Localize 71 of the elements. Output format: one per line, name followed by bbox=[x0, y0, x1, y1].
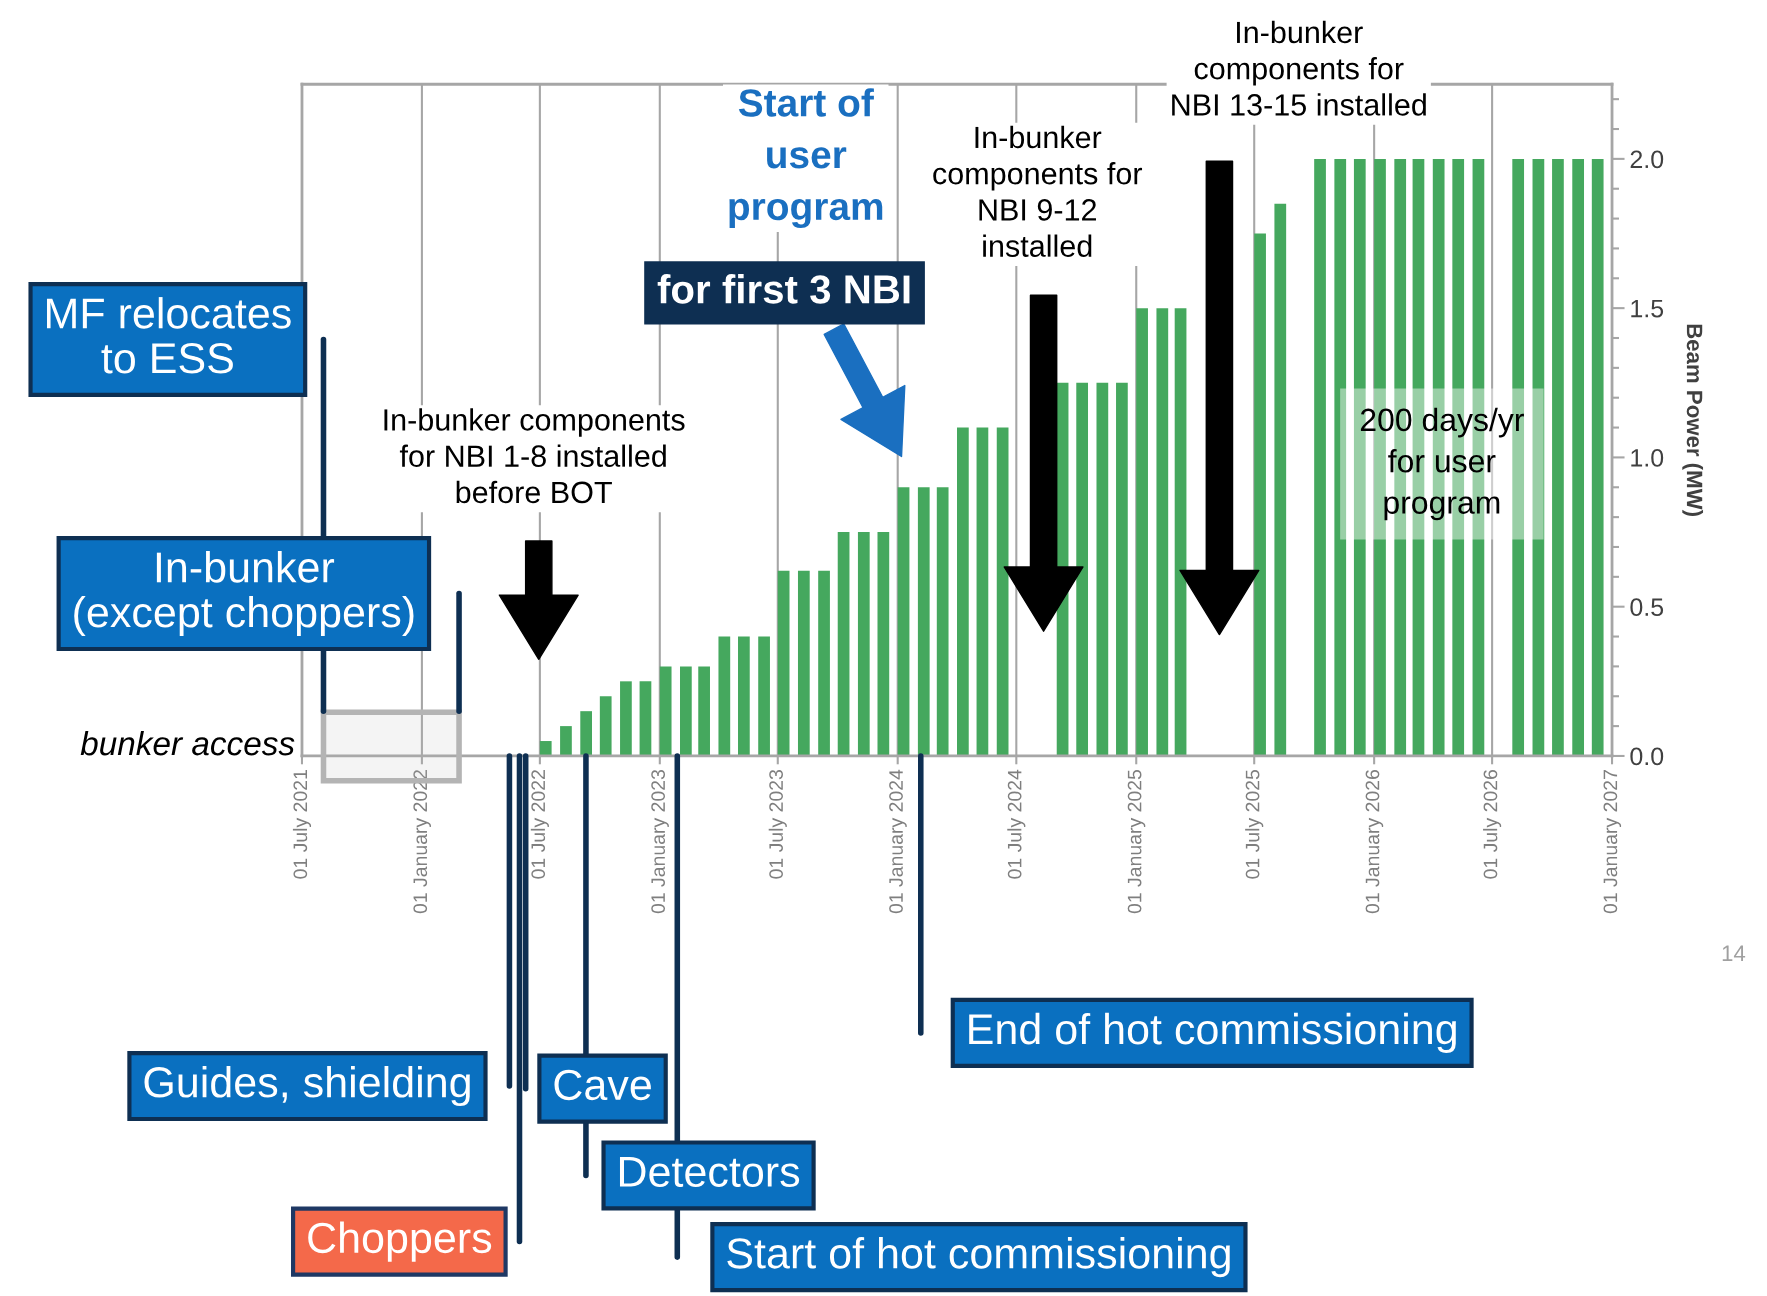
y-tick-label: 0.0 bbox=[1630, 747, 1664, 766]
bar bbox=[560, 726, 572, 756]
bar bbox=[1174, 308, 1187, 756]
bar bbox=[837, 532, 850, 756]
bar bbox=[1116, 382, 1128, 756]
text: bunker access bbox=[80, 730, 295, 756]
bar bbox=[1156, 308, 1169, 756]
annotation: In-bunker components for NBI 9-12 installed bbox=[933, 125, 1143, 257]
x-tick-label: 01 January 2026 bbox=[1365, 769, 1384, 914]
bar bbox=[936, 487, 949, 756]
text: Choppers bbox=[308, 1221, 492, 1262]
x-tick-label: 01 January 2025 bbox=[1127, 769, 1146, 914]
bar bbox=[680, 666, 692, 756]
bar bbox=[857, 532, 870, 756]
bar bbox=[539, 741, 552, 756]
bar bbox=[1274, 203, 1287, 756]
bar bbox=[818, 570, 830, 756]
x-tick-label: 01 January 2024 bbox=[889, 769, 907, 914]
bar bbox=[996, 427, 1009, 756]
bar bbox=[1254, 233, 1266, 756]
bar bbox=[659, 666, 672, 756]
annotation: Start of user program bbox=[729, 88, 883, 229]
bar bbox=[718, 636, 731, 756]
text: 14 bbox=[1722, 945, 1746, 961]
bar bbox=[1552, 158, 1564, 756]
bar bbox=[1076, 382, 1089, 756]
bar bbox=[580, 711, 593, 756]
text: Cave bbox=[554, 1069, 651, 1101]
x-tick-label: 01 July 2024 bbox=[1007, 769, 1026, 879]
y-tick-label: 0.5 bbox=[1630, 598, 1664, 616]
y-axis-title: Beam Power (MW) bbox=[1682, 324, 1704, 516]
x-tick-label: 01 July 2026 bbox=[1483, 770, 1502, 879]
y-tick-label: 2.0 bbox=[1630, 150, 1664, 169]
y-tick-label: 1.5 bbox=[1631, 300, 1664, 318]
bar bbox=[758, 636, 770, 756]
bar bbox=[917, 487, 930, 756]
bar bbox=[797, 570, 810, 756]
bar bbox=[1096, 382, 1109, 756]
bar bbox=[897, 487, 910, 756]
bar bbox=[738, 636, 750, 756]
bar bbox=[1532, 158, 1545, 756]
x-tick-label: 01 July 2023 bbox=[768, 770, 787, 879]
annotation: 200 days/yr for user program bbox=[1360, 407, 1524, 521]
text: Guides, shielding bbox=[144, 1065, 470, 1107]
text: Start of hot commissioning bbox=[727, 1237, 1230, 1278]
bar bbox=[698, 666, 710, 756]
bar bbox=[1334, 158, 1347, 756]
bar bbox=[620, 681, 632, 756]
x-tick-label: 01 July 2025 bbox=[1245, 769, 1264, 879]
bar bbox=[957, 427, 969, 756]
x-tick-label: 01 July 2021 bbox=[292, 770, 312, 879]
annotation: In-bunker (except choppers) bbox=[74, 551, 414, 637]
bar bbox=[1136, 308, 1148, 756]
x-tick-label: 01 January 2027 bbox=[1603, 770, 1622, 914]
bar bbox=[777, 570, 790, 756]
annotation: In-bunker components for NBI 13-15 installed bbox=[1172, 20, 1426, 116]
bar bbox=[599, 696, 612, 756]
annotation: MF relocates to ESS bbox=[46, 297, 291, 374]
x-tick-label: 01 July 2022 bbox=[530, 770, 549, 879]
bar bbox=[1591, 158, 1604, 756]
annotation: for first 3 NBI bbox=[657, 274, 910, 304]
y-tick-label: 1.0 bbox=[1631, 449, 1664, 467]
bar bbox=[976, 427, 989, 756]
x-tick-label: 01 January 2023 bbox=[651, 769, 669, 914]
bar bbox=[877, 532, 890, 756]
bar bbox=[1314, 158, 1326, 756]
text: End of hot commissioning bbox=[969, 1012, 1456, 1053]
text: Detectors bbox=[619, 1156, 800, 1188]
annotation: In-bunker components for NBI 1-8 installed before BOT bbox=[384, 408, 685, 504]
bar bbox=[1572, 158, 1585, 756]
bar bbox=[639, 681, 652, 756]
